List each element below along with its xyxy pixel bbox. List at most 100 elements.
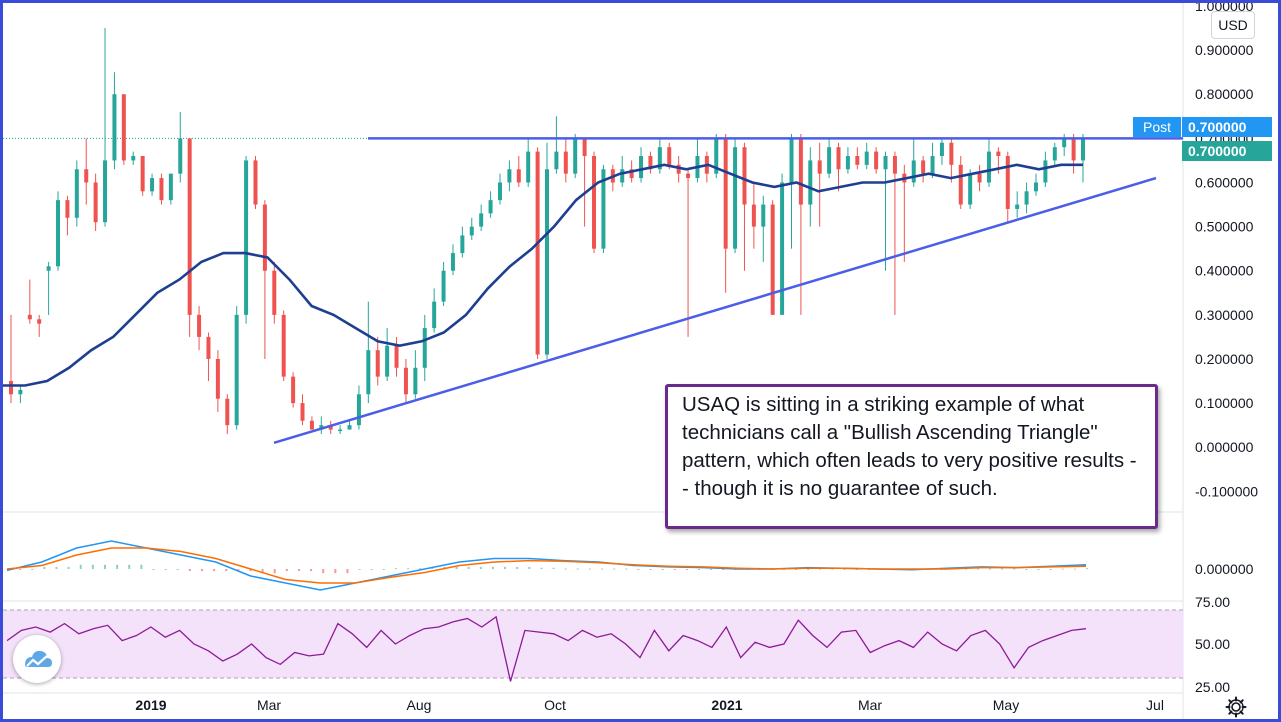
macd-histogram-bar: [673, 569, 676, 570]
candle: [140, 156, 145, 196]
candle: [93, 173, 98, 232]
candle-body: [1005, 156, 1010, 209]
candle: [883, 151, 888, 271]
candle: [150, 173, 155, 196]
candle-body: [639, 156, 644, 179]
candle: [497, 173, 502, 205]
signal-line: [6, 547, 1087, 584]
candle-body: [253, 160, 258, 205]
y-tick-label: 0.900000: [1195, 42, 1254, 58]
candle-body: [206, 336, 211, 359]
candle: [761, 195, 766, 262]
y-tick-label: 0.500000: [1195, 219, 1254, 235]
macd-histogram-bar: [237, 569, 240, 572]
x-tick-label: 2021: [711, 697, 742, 713]
candle-body: [347, 425, 352, 430]
y-tick-label: -0.100000: [1195, 483, 1258, 499]
y-tick-label: 0.400000: [1195, 263, 1254, 279]
y-tick-label: 0.100000: [1195, 395, 1254, 411]
candle: [1015, 191, 1020, 218]
candle-body: [1081, 138, 1085, 161]
candle-body: [225, 398, 230, 426]
macd-histogram-bar: [1061, 568, 1064, 570]
candle-body: [545, 169, 549, 355]
candle: [347, 420, 352, 430]
macd-histogram-bar: [976, 568, 979, 570]
x-tick-label: 2019: [135, 697, 166, 713]
macd-histogram-bar: [1037, 569, 1040, 570]
macd-histogram-bar: [710, 569, 713, 570]
candle-body: [798, 138, 803, 205]
candle: [375, 336, 380, 386]
candle: [676, 156, 681, 183]
macd-histogram-bar: [31, 569, 34, 570]
candle: [84, 138, 89, 205]
candles: [9, 28, 1085, 434]
macd-histogram-bar: [382, 569, 385, 570]
candle: [403, 358, 408, 404]
candle-body: [516, 169, 521, 183]
macd-histogram-bar: [55, 566, 58, 569]
candle-body: [56, 200, 61, 267]
macd-histogram-bar: [855, 569, 858, 570]
candle: [958, 156, 963, 209]
rsi-tick-label: 50.00: [1195, 636, 1230, 652]
gear-icon[interactable]: [1225, 696, 1247, 718]
macd-histogram-bar: [1013, 568, 1016, 570]
candle-body: [751, 204, 756, 227]
macd-histogram-bar: [504, 566, 507, 569]
macd-histogram-bar: [588, 568, 591, 570]
candle-body: [65, 200, 70, 218]
candle-body: [686, 173, 691, 179]
candle: [770, 200, 775, 315]
candle: [798, 133, 803, 315]
candle: [103, 28, 108, 227]
y-tick-label: 0.300000: [1195, 307, 1254, 323]
candle-body: [648, 156, 653, 170]
macd-histogram-bar: [819, 568, 822, 570]
moving-average: [3, 163, 1083, 387]
macd-histogram-bar: [528, 566, 531, 569]
candle-body: [883, 156, 888, 170]
candle: [121, 94, 126, 165]
macd-histogram-bar: [455, 566, 458, 569]
candle: [930, 142, 935, 179]
candle: [601, 164, 606, 254]
candle-body: [385, 345, 390, 377]
candle-body: [874, 151, 879, 170]
currency-button[interactable]: USD: [1211, 11, 1255, 39]
candle: [422, 314, 427, 382]
candle: [366, 301, 371, 404]
macd-histogram-bar: [407, 568, 410, 570]
candle-body: [723, 138, 728, 249]
candle: [639, 147, 644, 183]
candle: [704, 151, 709, 183]
macd-histogram-bar: [79, 564, 82, 569]
candle-body: [1043, 160, 1048, 183]
candle-body: [845, 156, 850, 170]
candle-body: [197, 314, 202, 337]
candle-body: [375, 350, 380, 377]
candle-body: [1071, 138, 1076, 161]
candle-body: [441, 270, 446, 302]
candle-body: [159, 178, 164, 201]
candle: [309, 416, 314, 430]
candle: [695, 138, 700, 183]
candle: [159, 173, 164, 205]
macd-histogram-bar: [140, 564, 143, 569]
x-tick-label: May: [993, 697, 1019, 713]
candle: [723, 133, 728, 293]
candle: [413, 350, 418, 399]
macd-histogram-bar: [479, 566, 482, 569]
candle: [46, 261, 51, 315]
macd-tick-label: 0.000000: [1195, 561, 1254, 577]
candle: [460, 226, 465, 258]
macd-histogram-bar: [1025, 569, 1028, 570]
annotation-box[interactable]: USAQ is sitting in a striking example of…: [665, 384, 1158, 529]
chart-canvas[interactable]: 1.000000 0.900000 0.800000 0.700000 0.600000…: [3, 3, 1278, 719]
macd-histogram-bar: [334, 569, 337, 574]
candle-body: [413, 367, 418, 395]
candle: [112, 72, 117, 170]
candle-body: [422, 328, 427, 368]
tradingview-logo-icon[interactable]: [13, 635, 61, 683]
